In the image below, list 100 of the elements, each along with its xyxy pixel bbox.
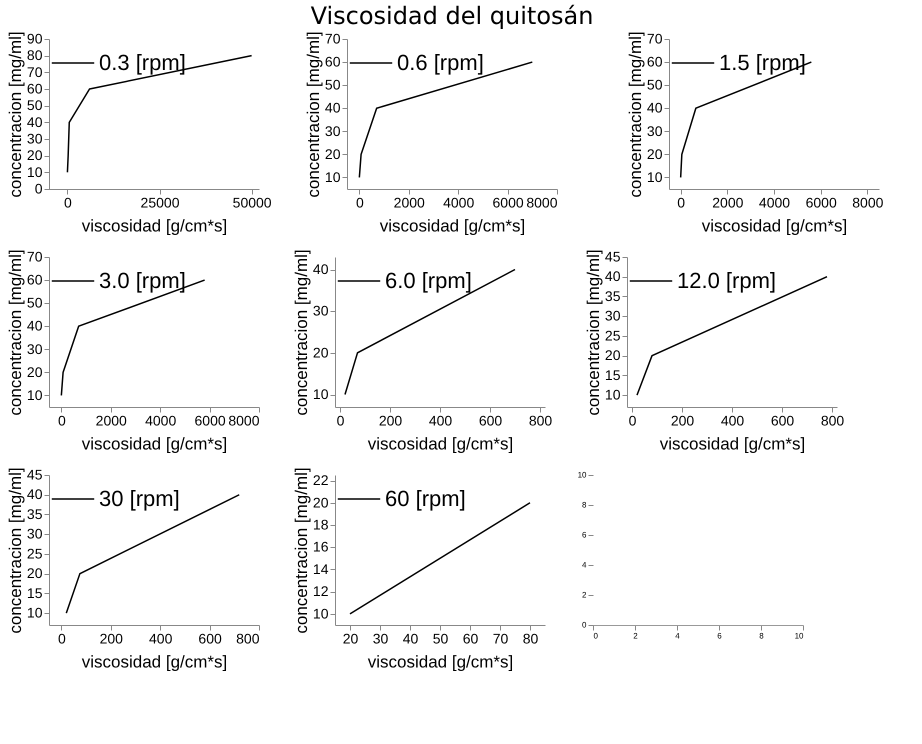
y-tick-label: 45 xyxy=(26,466,43,482)
y-tick-label: 20 xyxy=(324,146,341,162)
x-tick-label: 25000 xyxy=(140,194,180,210)
legend-label: 0.6 [rpm] xyxy=(397,50,484,75)
y-axis-title: concentracion [mg/ml] xyxy=(292,249,311,416)
legend-label: 60 [rpm] xyxy=(385,486,466,511)
y-tick-label: 90 xyxy=(26,30,43,46)
y-tick-label: 6 xyxy=(582,530,588,540)
y-tick-label: 40 xyxy=(604,268,621,284)
legend-label: 12.0 [rpm] xyxy=(677,268,776,293)
y-tick-label: 60 xyxy=(646,54,663,70)
x-tick-label: 200 xyxy=(670,412,694,428)
x-tick-label: 8000 xyxy=(526,194,558,210)
y-axis-title: concentracion [mg/ml] xyxy=(626,31,645,198)
y-tick-label: 50 xyxy=(324,76,341,93)
x-tick-label: 6000 xyxy=(194,412,226,428)
x-tick-label: 600 xyxy=(198,630,222,646)
y-tick-label: 10 xyxy=(312,386,329,402)
y-tick-label: 40 xyxy=(26,486,43,502)
y-tick-label: 20 xyxy=(312,344,329,360)
y-tick-label: 10 xyxy=(26,164,43,180)
y-tick-label: 70 xyxy=(646,30,663,46)
x-tick-label: 4000 xyxy=(758,194,790,210)
x-tick-label: 400 xyxy=(428,412,452,428)
x-tick-label: 0 xyxy=(58,630,66,646)
x-tick-label: 2000 xyxy=(96,412,128,428)
legend-label: 30 [rpm] xyxy=(99,486,180,511)
y-tick-label: 10 xyxy=(578,470,588,480)
y-tick-label: 40 xyxy=(324,100,341,116)
y-tick-label: 40 xyxy=(312,261,329,277)
y-tick-label: 20 xyxy=(26,565,43,582)
x-tick-label: 400 xyxy=(720,412,744,428)
y-tick-label: 30 xyxy=(26,340,43,357)
x-axis-title: viscosidad [g/cm*s] xyxy=(82,434,228,454)
x-tick-label: 6000 xyxy=(492,194,524,210)
chart-title: Viscosidad del quitosán xyxy=(310,2,594,30)
x-tick-label: 2000 xyxy=(394,194,426,210)
y-tick-label: 10 xyxy=(26,386,43,403)
y-tick-label: 30 xyxy=(26,526,43,542)
y-tick-label: 25 xyxy=(26,545,43,562)
x-tick-label: 60 xyxy=(462,630,478,646)
legend-label: 6.0 [rpm] xyxy=(385,268,472,293)
y-tick-label: 16 xyxy=(312,538,329,555)
x-tick-label: 40 xyxy=(402,630,418,646)
y-tick-label: 30 xyxy=(26,130,43,146)
y-tick-label: 50 xyxy=(646,76,663,93)
x-tick-label: 6000 xyxy=(806,194,837,210)
y-tick-label: 20 xyxy=(26,147,43,164)
y-axis-title: concentracion [mg/ml] xyxy=(6,467,25,634)
y-tick-label: 30 xyxy=(646,122,663,139)
x-tick-label: 4000 xyxy=(443,194,474,210)
line-series xyxy=(66,54,252,174)
y-tick-label: 40 xyxy=(26,114,43,130)
x-tick-label: 2 xyxy=(633,632,638,640)
y-axis-title: concentracion [mg/ml] xyxy=(292,467,311,634)
x-tick-label: 4000 xyxy=(145,412,176,428)
x-tick-label: 400 xyxy=(148,630,173,646)
y-tick-label: 4 xyxy=(582,560,588,570)
y-tick-label: 20 xyxy=(604,347,621,364)
x-tick-label: 600 xyxy=(478,412,502,428)
x-axis-title: viscosidad [g/cm*s] xyxy=(702,216,848,236)
x-tick-label: 0 xyxy=(64,194,72,210)
legend-label: 0.3 [rpm] xyxy=(99,50,186,75)
x-tick-label: 8000 xyxy=(228,412,260,428)
y-tick-label: 70 xyxy=(26,64,43,80)
y-tick-label: 70 xyxy=(26,248,43,264)
y-tick-label: 18 xyxy=(312,516,329,532)
y-tick-label: 20 xyxy=(646,146,663,162)
y-tick-label: 40 xyxy=(26,318,43,334)
y-tick-label: 60 xyxy=(26,80,43,96)
x-axis-title: viscosidad [g/cm*s] xyxy=(82,216,228,236)
y-tick-label: 10 xyxy=(604,386,621,403)
y-tick-label: 10 xyxy=(324,168,341,185)
x-tick-label: 50000 xyxy=(232,194,272,210)
x-axis-title: viscosidad [g/cm*s] xyxy=(368,652,514,672)
x-tick-label: 20 xyxy=(342,630,358,646)
x-tick-label: 800 xyxy=(236,630,260,646)
y-tick-label: 30 xyxy=(312,302,329,319)
y-tick-label: 0 xyxy=(582,620,588,630)
y-tick-label: 45 xyxy=(604,248,621,264)
x-tick-label: 8000 xyxy=(852,194,884,210)
y-tick-label: 10 xyxy=(312,605,329,622)
x-tick-label: 600 xyxy=(770,412,794,428)
x-tick-label: 800 xyxy=(528,412,552,428)
y-tick-label: 80 xyxy=(26,47,43,64)
x-tick-label: 0 xyxy=(356,194,364,210)
y-tick-label: 70 xyxy=(324,30,341,46)
x-axis-title: viscosidad [g/cm*s] xyxy=(660,434,806,454)
legend-label: 3.0 [rpm] xyxy=(99,268,186,293)
x-tick-label: 200 xyxy=(378,412,402,428)
y-tick-label: 20 xyxy=(26,364,43,380)
y-tick-label: 12 xyxy=(312,583,329,600)
legend-label: 1.5 [rpm] xyxy=(719,50,806,75)
y-axis-title: concentracion [mg/ml] xyxy=(6,249,25,416)
y-axis-title: concentracion [mg/ml] xyxy=(584,249,603,416)
x-tick-label: 2000 xyxy=(712,194,744,210)
y-tick-label: 20 xyxy=(312,494,329,510)
y-tick-label: 60 xyxy=(324,54,341,70)
y-tick-label: 50 xyxy=(26,97,43,114)
y-tick-label: 8 xyxy=(582,500,588,510)
